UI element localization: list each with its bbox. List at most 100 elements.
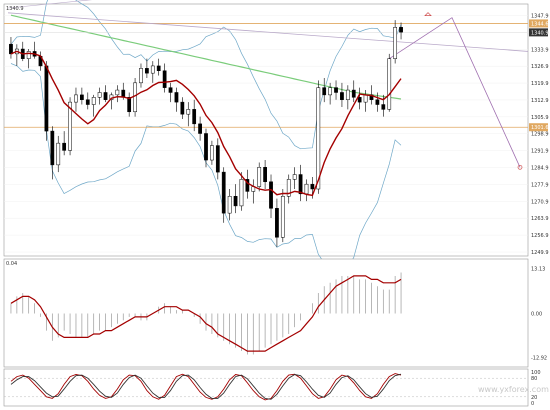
bearish-candle	[351, 89, 356, 98]
bearish-candle	[192, 109, 197, 125]
support-level-tag	[529, 123, 548, 132]
bearish-candle	[121, 89, 126, 98]
bullish-candle	[257, 167, 262, 187]
support-level-label: 1301.6	[531, 125, 549, 131]
price-tick-label: 1298.9	[531, 132, 549, 138]
bullish-candle	[280, 195, 285, 238]
price-axis: 1347.9 1340.9 1333.9 1326.9 1319.9 1312.9 1305…	[529, 13, 549, 256]
bullish-candle	[68, 101, 72, 151]
stochastic-panel	[3, 368, 529, 407]
macd-tick-label: 0.00	[531, 312, 542, 318]
ma-line	[10, 50, 402, 197]
bullish-candle	[115, 89, 120, 96]
bullish-candle	[239, 179, 244, 207]
bearish-candle	[399, 27, 403, 33]
arrow-marker	[424, 12, 432, 17]
bullish-candle	[345, 89, 350, 100]
stochastic-line-2	[10, 373, 402, 400]
price-tick-label: 1326.9	[531, 64, 549, 70]
bearish-candle	[180, 101, 185, 115]
bearish-candle	[198, 123, 202, 134]
projection-path	[389, 17, 521, 168]
bullish-candle	[186, 109, 191, 115]
bullish-candle	[97, 92, 102, 98]
descending-trendline	[7, 12, 529, 52]
bullish-candle	[387, 58, 392, 110]
macd-signal-line	[10, 275, 402, 352]
bearish-candle	[263, 167, 267, 183]
stochastic-tick-label: 80	[531, 376, 537, 382]
bullish-candle	[91, 97, 96, 105]
bearish-candle	[375, 99, 380, 105]
bullish-candle	[56, 142, 61, 166]
price-tick-label: 1277.9	[531, 182, 549, 188]
price-tick-label: 1284.9	[531, 166, 549, 172]
price-tick-label: 1312.9	[531, 98, 549, 104]
stochastic-tick-label: 0	[531, 401, 534, 407]
projection-target-marker	[517, 164, 523, 170]
bearish-candle	[62, 142, 67, 151]
bearish-candle	[145, 68, 149, 74]
bearish-candle	[9, 43, 13, 55]
bullish-candle	[210, 145, 214, 161]
bearish-candle	[44, 65, 49, 132]
bullish-candle	[286, 179, 291, 197]
macd-tick-label: 13.13	[531, 267, 545, 273]
price-tick-label: 1319.9	[531, 81, 549, 87]
bearish-candle	[127, 97, 132, 113]
bearish-candle	[221, 171, 226, 214]
bearish-candle	[174, 92, 179, 103]
bullish-candle	[328, 87, 332, 96]
chart-overlays	[4, 0, 529, 170]
price-top-label: 1340.9	[6, 6, 24, 12]
bullish-candle	[304, 183, 309, 195]
watermark: www.yxforex.com	[478, 385, 549, 394]
price-tick-label: 1256.9	[531, 233, 549, 239]
bearish-candle	[50, 130, 55, 166]
last-price-label: 1340.9	[531, 30, 549, 36]
bullish-candle	[150, 65, 155, 74]
bearish-candle	[357, 97, 362, 103]
bearish-candle	[215, 145, 220, 173]
upper-trendline	[7, 0, 93, 9]
price-tick-label: 1347.9	[531, 13, 549, 19]
bullish-candle	[316, 87, 321, 190]
bearish-candle	[80, 94, 84, 100]
bollinger-upper-band	[10, 0, 402, 150]
macd-axis: 13.13 0.00 -12.92	[531, 267, 547, 362]
bullish-candle	[139, 68, 143, 84]
bullish-candle	[363, 94, 368, 103]
price-tick-label: 1270.9	[531, 199, 549, 205]
stochastic-tick-label: 20	[531, 395, 537, 401]
stochastic-line-1	[10, 373, 402, 401]
macd-indicator	[10, 272, 402, 355]
bearish-candle	[269, 181, 273, 209]
bullish-candle	[133, 82, 137, 113]
bearish-candle	[381, 104, 386, 110]
resistance-level-tag	[529, 19, 548, 28]
price-tick-label: 1249.9	[531, 250, 549, 256]
bearish-candle	[298, 174, 303, 195]
stochastic-tick-label: 100	[531, 370, 541, 376]
bullish-candle	[292, 174, 297, 180]
bearish-candle	[275, 208, 279, 238]
bearish-candle	[162, 70, 167, 88]
bearish-candle	[310, 183, 315, 190]
last-price-tag	[529, 28, 548, 37]
resistance-level-label: 1344.6	[531, 21, 549, 27]
bullish-candle	[26, 51, 31, 59]
macd-top-label: 0.04	[6, 261, 17, 267]
bearish-candle	[245, 179, 250, 192]
bearish-candle	[168, 87, 173, 93]
price-tick-label: 1263.9	[531, 216, 549, 222]
bearish-candle	[334, 87, 338, 93]
bearish-candle	[204, 133, 208, 161]
price-tick-label: 1305.9	[531, 115, 549, 121]
bullish-candle	[393, 27, 398, 59]
bullish-candle	[227, 195, 232, 214]
bearish-candle	[340, 92, 344, 100]
moving-average	[10, 50, 402, 197]
